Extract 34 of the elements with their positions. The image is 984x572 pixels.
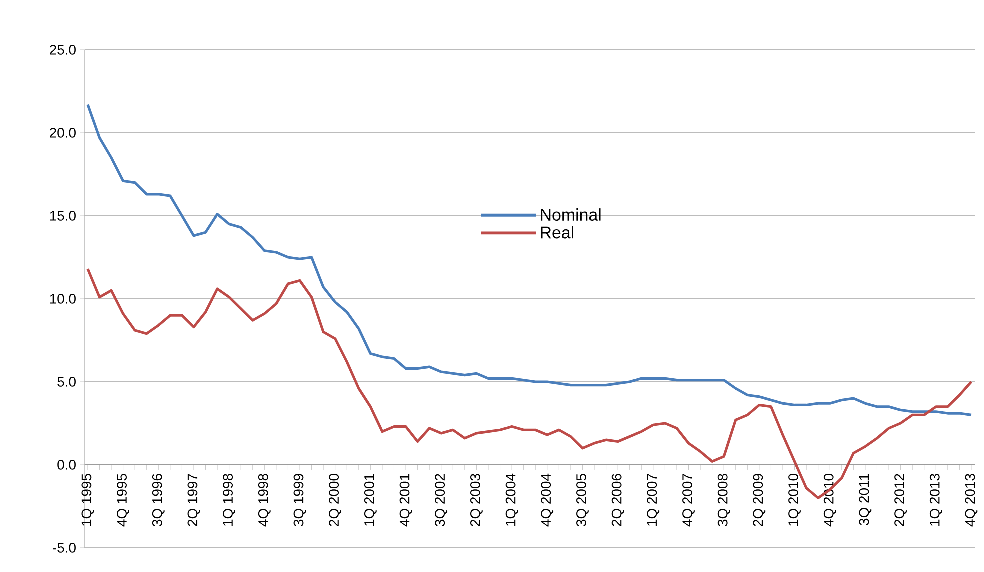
x-tick-label: 3Q 2008 bbox=[718, 474, 730, 526]
x-tick-label: 3Q 2002 bbox=[435, 474, 448, 526]
x-tick-label: 3Q 1996 bbox=[152, 474, 165, 526]
x-tick-label: 1Q 2007 bbox=[647, 474, 660, 526]
legend-label: Real bbox=[541, 226, 574, 239]
x-tick-label: 2Q 2006 bbox=[612, 474, 624, 526]
x-tick-label: 2Q 2012 bbox=[894, 474, 907, 526]
x-tick-label: 1Q 2001 bbox=[364, 474, 377, 526]
y-tick-label: 0.0 bbox=[58, 460, 76, 470]
x-tick-label: 2Q 2003 bbox=[470, 474, 483, 526]
x-tick-label: 4Q 1995 bbox=[117, 474, 130, 527]
y-tick-label: -5.0 bbox=[53, 543, 76, 553]
y-tick-label: 25.0 bbox=[50, 45, 76, 55]
y-tick-label: 10.0 bbox=[50, 294, 76, 304]
x-tick-label: 1Q 2013 bbox=[930, 474, 942, 526]
x-tick-label: 1Q 2010 bbox=[788, 474, 801, 526]
x-tick-label: 2Q 2009 bbox=[753, 474, 766, 526]
x-tick-label: 4Q 1998 bbox=[258, 474, 271, 527]
y-tick-label: 5.0 bbox=[58, 377, 76, 387]
x-tick-label: 4Q 2001 bbox=[400, 474, 412, 527]
y-tick-label: 15.0 bbox=[50, 211, 76, 221]
x-tick-label: 1Q 1998 bbox=[223, 474, 236, 526]
y-tick-label: 20.0 bbox=[50, 128, 76, 138]
x-tick-label: 4Q 2013 bbox=[965, 474, 978, 527]
x-tick-label: 2Q 2000 bbox=[329, 474, 342, 526]
x-tick-label: 2Q 1997 bbox=[188, 474, 200, 526]
legend-label: Nominal bbox=[541, 208, 601, 221]
x-tick-label: 3Q 1999 bbox=[294, 474, 306, 526]
x-tick-label: 1Q 2004 bbox=[506, 474, 518, 526]
x-tick-label: 4Q 2007 bbox=[682, 474, 695, 527]
x-tick-label: 4Q 2004 bbox=[541, 474, 554, 527]
x-tick-label: 3Q 2011 bbox=[859, 474, 872, 526]
x-tick-label: 1Q 1995 bbox=[82, 474, 94, 526]
x-tick-label: 3Q 2005 bbox=[576, 474, 589, 526]
